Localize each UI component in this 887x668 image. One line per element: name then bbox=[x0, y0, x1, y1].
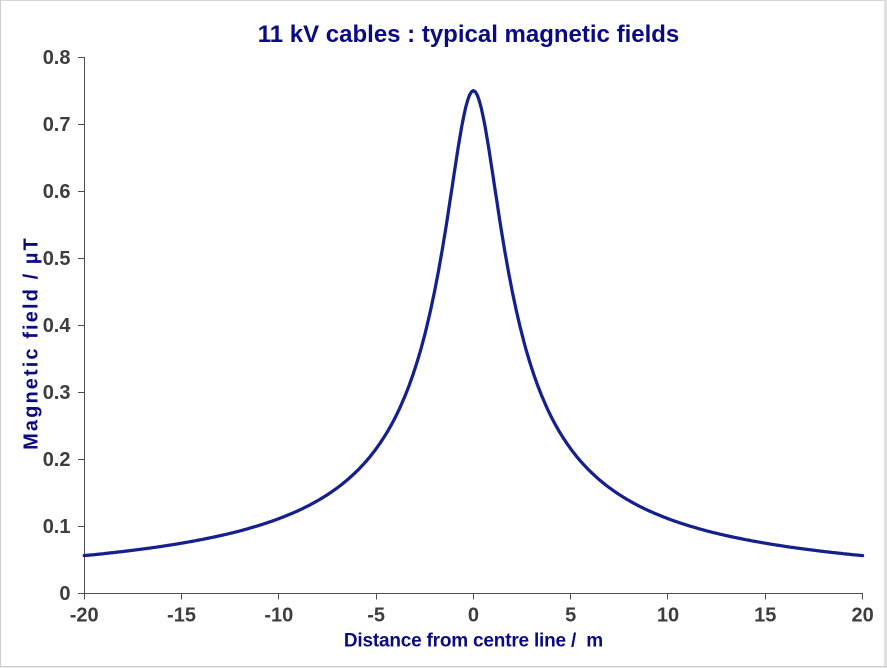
svg-text:5: 5 bbox=[565, 605, 576, 627]
svg-text:0.5: 0.5 bbox=[43, 248, 71, 270]
svg-text:0.8: 0.8 bbox=[43, 47, 71, 69]
svg-text:0.4: 0.4 bbox=[43, 315, 72, 337]
svg-text:0.6: 0.6 bbox=[43, 181, 71, 203]
svg-text:10: 10 bbox=[657, 605, 679, 627]
svg-text:20: 20 bbox=[851, 605, 873, 627]
svg-text:0.3: 0.3 bbox=[43, 382, 71, 404]
svg-text:11 kV cables : typical magneti: 11 kV cables : typical magnetic fields bbox=[258, 21, 680, 48]
svg-text:Magnetic field / µT: Magnetic field / µT bbox=[21, 236, 43, 450]
svg-text:15: 15 bbox=[754, 605, 776, 627]
svg-text:-15: -15 bbox=[167, 605, 196, 627]
svg-text:-5: -5 bbox=[367, 605, 385, 627]
svg-text:0.2: 0.2 bbox=[43, 449, 71, 471]
svg-text:-10: -10 bbox=[264, 605, 293, 627]
svg-text:0: 0 bbox=[468, 605, 479, 627]
svg-text:0.1: 0.1 bbox=[43, 516, 71, 538]
svg-text:-20: -20 bbox=[70, 605, 99, 627]
svg-text:0.7: 0.7 bbox=[43, 114, 71, 136]
svg-text:Distance from centre line / m: Distance from centre line / m bbox=[344, 631, 603, 652]
svg-text:0: 0 bbox=[59, 583, 70, 605]
